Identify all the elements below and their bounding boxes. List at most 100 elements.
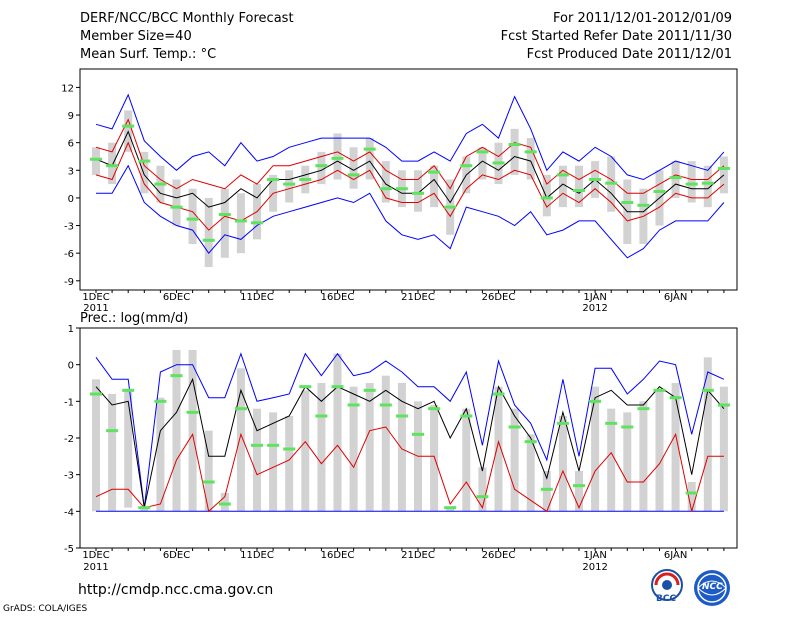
precip-box-32 [591,386,600,512]
precip-box-23 [446,507,455,512]
precip-xtick-label: 1DEC [82,550,109,561]
temp-inner-lower-line [95,141,725,231]
source-url[interactable]: http://cmdp.ncc.cma.gov.cn [78,582,274,598]
forecast-produced-date: Fcst Produced Date 2011/12/01 [526,47,732,62]
temp-median-38 [685,182,698,186]
temp-median-4 [138,159,151,163]
precip-box-8 [204,430,213,512]
precip-median-17 [347,403,360,407]
precip-median-12 [267,443,280,447]
precip-box-36 [655,390,664,512]
temp-box-6 [172,179,181,226]
precip-ytick-label: -2 [64,434,74,445]
precip-median-31 [573,484,585,488]
precip-ytick-label: -1 [64,397,74,408]
precip-xtick-label: 21DEC [401,550,435,561]
temp-ytick-label: 12 [61,83,74,94]
temp-box-7 [188,188,197,244]
precip-box-3 [124,390,133,508]
temp-box-1 [92,147,100,175]
precip-xtick-year: 2012 [582,562,607,573]
precip-box-28 [526,434,535,512]
precip-xtick-label: 16DEC [321,550,355,561]
precip-median-5 [154,399,167,403]
temp-median-10 [234,219,247,223]
temp-xtick-label: 21DEC [401,292,435,303]
temp-box-2 [108,142,117,185]
precip-median-4 [138,506,151,510]
precip-median-19 [379,403,392,407]
precip-inner-lower-line [95,426,724,513]
precip-box-1 [92,379,100,512]
temp-median-36 [653,189,666,193]
precip-box-22 [430,405,439,512]
precip-box-16 [333,353,342,512]
precip-median-15 [315,414,328,418]
temp-median-8 [202,238,215,242]
bcc-logo: BCC [646,568,688,606]
temp-xtick-label: 26DEC [482,292,516,303]
temp-median-37 [669,176,682,180]
precip-box-4 [140,507,149,512]
temp-ytick-label: 0 [68,194,74,205]
temp-median-30 [556,173,569,177]
precip-box-9 [220,493,229,512]
member-size-label: Member Size=40 [80,29,192,44]
temp-median-27 [508,143,521,147]
temp-median-35 [637,203,650,207]
precip-box-6 [172,350,181,512]
temp-median-21 [412,191,424,195]
precip-median-11 [251,443,263,447]
temp-median-17 [347,173,360,177]
temp-xtick-year: 2012 [582,303,607,314]
forecast-range: For 2011/12/01-2012/01/09 [553,11,732,26]
temp-median-18 [363,147,376,151]
precip-median-36 [653,388,666,392]
temp-median-32 [589,178,602,181]
variable-label: Mean Surf. Temp.: °C [80,47,217,62]
temp-ytick-label: 6 [68,139,74,150]
temp-box-21 [414,170,422,212]
precip-box-35 [639,401,648,512]
precip-xtick-label: 6JAN [664,550,687,561]
precip-median-14 [299,385,312,389]
precip-ytick-label: 0 [68,361,74,372]
precip-box-14 [301,390,310,512]
temp-ytick-label: 9 [68,111,74,122]
temp-xtick-label: 16DEC [321,292,355,303]
precip-ytick-label: -5 [64,544,74,555]
temp-ytick-label: -3 [64,222,74,233]
precip-median-33 [605,421,618,425]
temp-box-16 [333,133,342,180]
precip-xtick-label: 26DEC [482,550,516,561]
temp-box-31 [575,165,583,208]
precip-median-7 [186,410,199,414]
temp-median-23 [444,205,457,209]
precip-median-28 [524,440,537,444]
precip-mean-line [95,377,725,508]
precip-box-26 [494,386,503,512]
precip-outer-upper-line [95,352,725,508]
precip-ytick-label: -4 [64,507,74,518]
precip-box-20 [397,383,406,512]
temp-median-39 [701,181,714,185]
temp-box-8 [204,197,213,267]
ncc-logo-text: NCC [702,582,723,592]
temp-median-13 [283,182,296,186]
precip-box-29 [542,471,551,512]
precip-xtick-label: 11DEC [240,550,274,561]
precip-box-38 [687,482,696,512]
temp-xtick-label: 6DEC [163,292,190,303]
temp-box-37 [671,161,680,198]
precip-box-40 [719,386,728,512]
temp-median-40 [717,166,730,170]
precip-median-34 [621,425,634,429]
precip-median-38 [685,491,698,495]
precip-median-25 [476,495,489,499]
temp-median-11 [251,221,263,225]
temp-box-40 [719,156,728,194]
precip-box-34 [623,412,632,512]
temp-median-5 [154,182,167,186]
bcc-logo-text: BCC [656,594,677,604]
grads-credit: GrADS: COLA/IGES [3,604,88,614]
